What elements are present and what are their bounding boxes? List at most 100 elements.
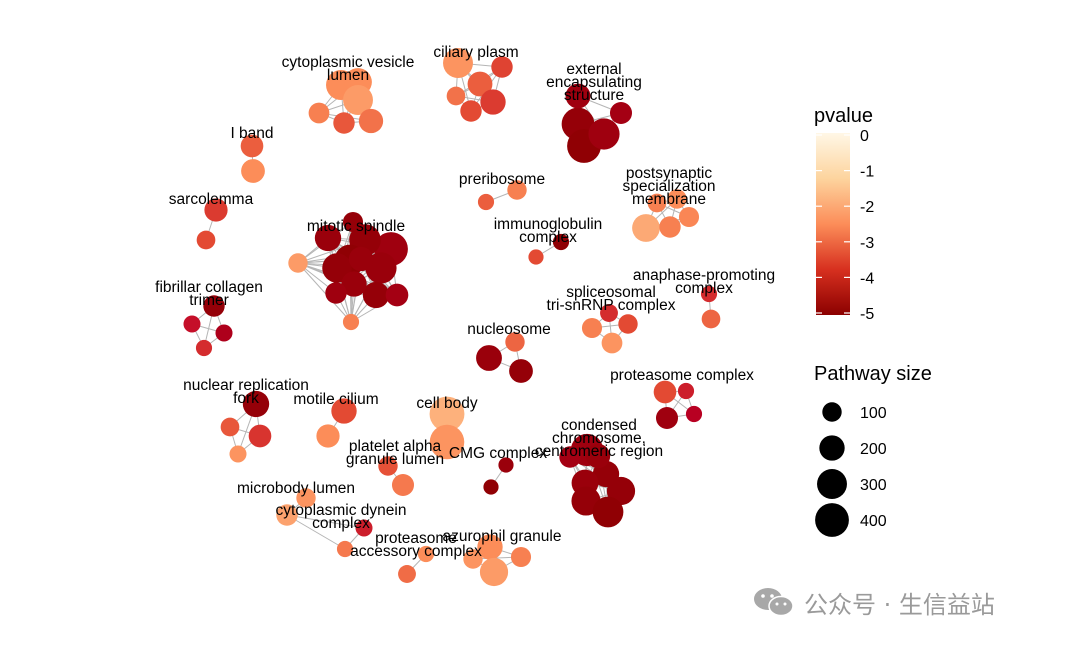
node [443, 48, 473, 78]
cluster-label: mitotic spindle [307, 218, 405, 235]
node [355, 519, 373, 537]
node [701, 309, 721, 329]
node [248, 424, 272, 448]
node [632, 214, 660, 242]
node [314, 224, 342, 252]
color-legend-tick-label: -1 [860, 164, 874, 181]
node [509, 359, 533, 383]
cluster-label: cell body [416, 395, 477, 412]
node [378, 456, 398, 476]
size-legend-dot [815, 503, 849, 537]
color-legend-title: pvalue [814, 105, 873, 127]
node [601, 332, 623, 354]
node [700, 285, 718, 303]
color-legend-tick-label: -2 [860, 199, 874, 216]
watermark: 公众号 · 生信益站 [752, 584, 995, 620]
node [477, 534, 503, 560]
node [385, 283, 409, 307]
edge [286, 514, 365, 529]
node [618, 314, 638, 334]
node [342, 313, 360, 331]
node [479, 557, 509, 587]
node [336, 540, 354, 558]
node [276, 504, 298, 526]
node [480, 89, 506, 115]
node [498, 457, 514, 473]
node [659, 216, 681, 238]
node [296, 488, 316, 508]
watermark-text: 公众号 · 生信益站 [804, 590, 995, 619]
cluster-label: ciliary plasm [433, 44, 518, 61]
node [365, 252, 397, 284]
node [491, 56, 513, 78]
node [463, 549, 483, 569]
node [341, 271, 367, 297]
cluster-label: condensed chromosome, centromeric region [535, 417, 663, 460]
color-legend-tick-label: -4 [860, 270, 874, 287]
size-legend-dot [819, 435, 845, 461]
node [559, 446, 581, 468]
cluster-label: platelet alpha granule lumen [346, 438, 444, 468]
node [528, 249, 544, 265]
node [348, 246, 374, 272]
node [242, 390, 270, 418]
node [343, 85, 373, 115]
node [600, 304, 618, 322]
size-legend-dot [822, 402, 842, 422]
node [467, 71, 493, 97]
node [331, 398, 357, 424]
node [477, 193, 495, 211]
cluster-label: azurophil granule [443, 528, 562, 545]
cluster-label: postsynaptic specialization membrane [622, 165, 715, 208]
node [588, 118, 620, 150]
node [203, 295, 225, 317]
size-legend-label: 100 [860, 405, 887, 422]
cluster-label: preribosome [459, 171, 545, 188]
size-legend: Pathway size 100 200 300 400 [814, 363, 932, 537]
cluster-label: external encapsulating structure [546, 61, 642, 104]
node [316, 424, 340, 448]
size-legend-label: 200 [860, 441, 887, 458]
node [581, 317, 603, 339]
size-legend-dot [817, 469, 847, 499]
cluster-label: I band [230, 125, 273, 142]
color-legend-tick-label: -3 [860, 235, 874, 252]
cluster-label: proteasome complex [610, 367, 754, 384]
node-layer [183, 48, 721, 587]
node [288, 253, 308, 273]
node [655, 406, 679, 430]
node [476, 345, 502, 371]
size-legend-title: Pathway size [814, 363, 932, 385]
node [229, 445, 247, 463]
node [220, 417, 240, 437]
node [609, 101, 633, 125]
cluster-label: nuclear replication fork [183, 377, 309, 407]
node [308, 102, 330, 124]
cluster-label: sarcolemma [169, 191, 254, 208]
label-layer: cytoplasmic vesicle lumen ciliary plasm ext… [155, 44, 775, 560]
color-legend: pvalue 0 -1 -2 -3 -4 -5 [814, 105, 874, 323]
node [417, 545, 435, 563]
size-legend-label: 300 [860, 477, 887, 494]
node [391, 473, 415, 497]
node [505, 332, 525, 352]
node [322, 253, 352, 283]
node [677, 382, 695, 400]
cluster-label: microbody lumen [237, 480, 355, 497]
cluster-label: nucleosome [467, 321, 551, 338]
node [678, 206, 700, 228]
node [510, 546, 532, 568]
size-legend-label: 400 [860, 513, 887, 530]
node [240, 134, 264, 158]
cluster-label: proteasome accessory complex [350, 530, 482, 560]
node [647, 193, 667, 213]
cluster-label: anaphase-promoting complex [633, 267, 775, 297]
node [685, 405, 703, 423]
node [358, 108, 384, 134]
node [552, 233, 570, 251]
cluster-label: cytoplasmic dynein complex [276, 502, 407, 532]
node [507, 180, 527, 200]
cluster-label: immunoglobulin complex [494, 216, 603, 246]
node [585, 443, 611, 469]
